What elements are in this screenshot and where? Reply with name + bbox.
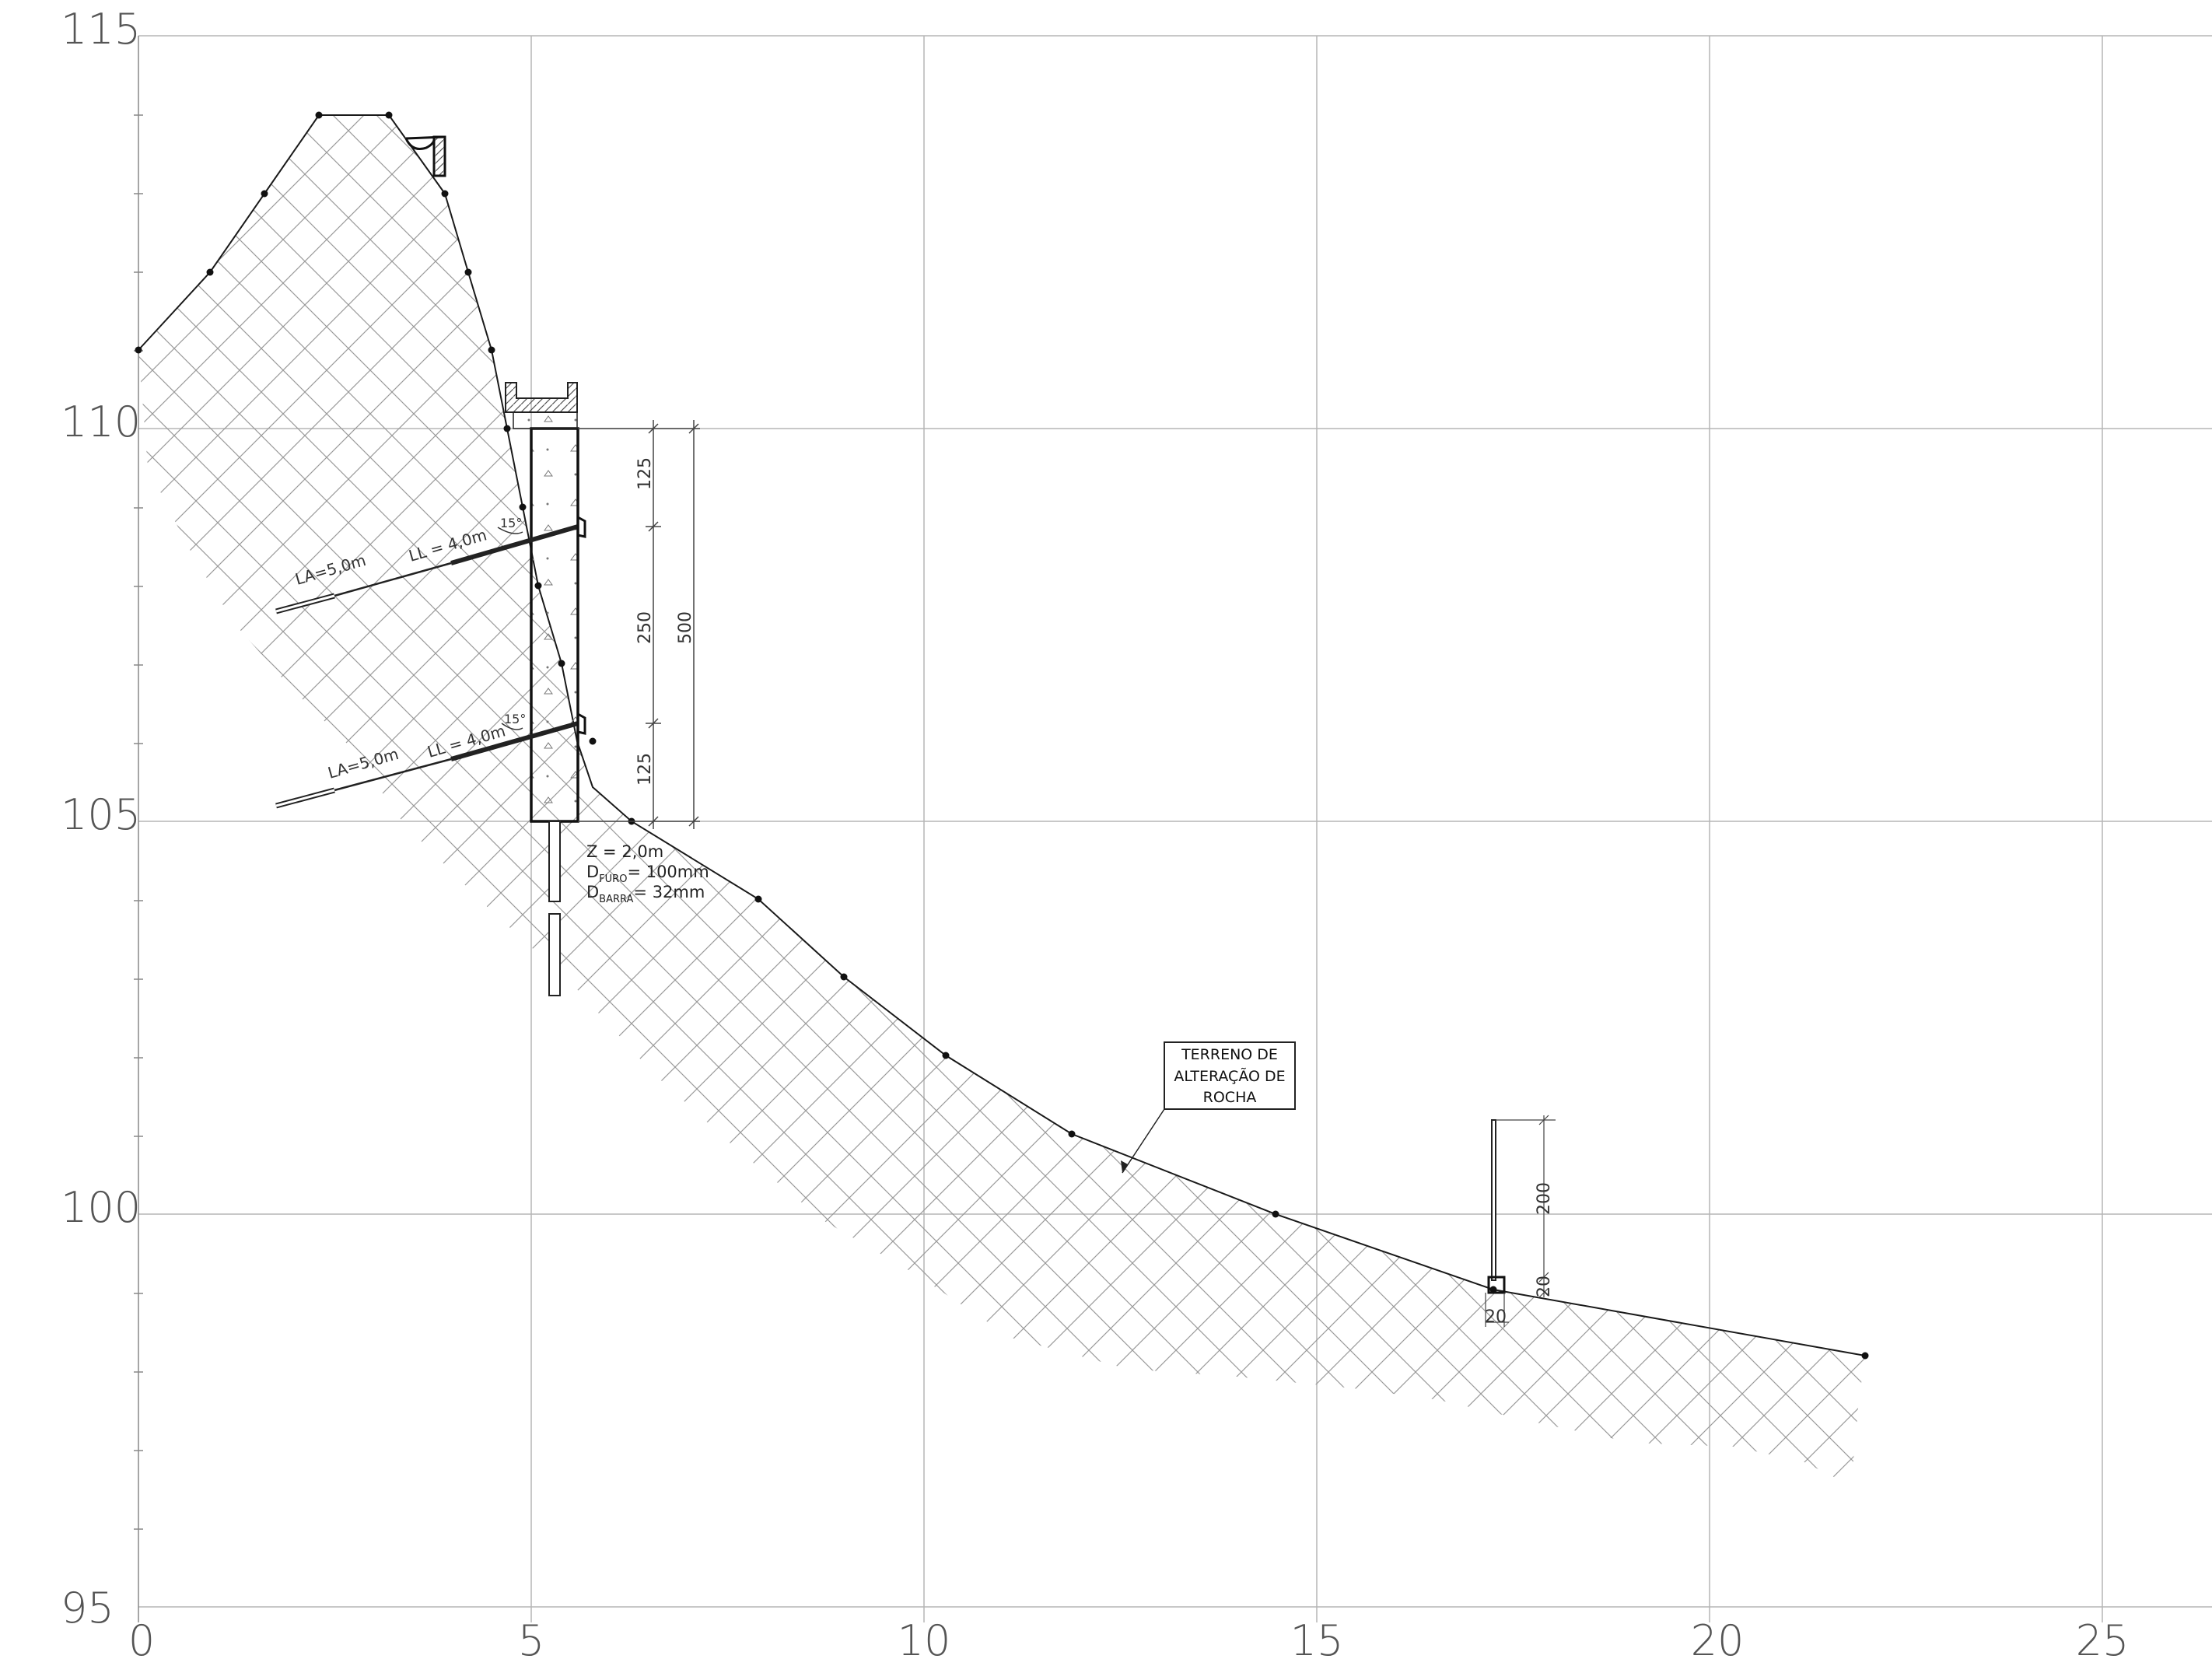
minor-ticks [134, 114, 143, 1530]
drill-diameter-note: DFURO= 100mm [586, 863, 709, 885]
y-axis-labels: 115 110 105 100 95 [61, 5, 141, 1633]
dimension-label: 125 [635, 457, 655, 490]
callout-line: ALTERAÇÃO DE [1174, 1067, 1285, 1085]
x-tick-label: 15 [1290, 1616, 1344, 1659]
toe-drain: 200 20 20 [1485, 1115, 1556, 1327]
anchor-angle-label: 15° [504, 712, 526, 726]
retaining-wall [513, 411, 579, 823]
dimension-label: 500 [676, 611, 695, 644]
ground-anchor-upper [275, 515, 586, 614]
ground-anchor-lower [275, 712, 586, 809]
wall-dimension-lines [578, 420, 700, 829]
anchor-angle-label: 15° [500, 516, 522, 530]
soil-callout: TERRENO DE ALTERAÇÃO DE ROCHA [1121, 1041, 1296, 1174]
pile-length-note: Z = 2,0m [586, 842, 663, 861]
drain-base-height-label: 20 [1535, 1276, 1554, 1297]
dimension-label: 125 [635, 753, 655, 786]
micropile [548, 821, 561, 996]
wall-cap [505, 382, 578, 413]
dimension-label: 250 [635, 611, 655, 644]
drain-height-label: 200 [1535, 1182, 1554, 1215]
x-tick-label: 10 [898, 1616, 951, 1659]
y-tick-label: 95 [61, 1584, 114, 1633]
bar-diameter-note: DBARRA= 32mm [586, 883, 705, 905]
top-gutter [404, 135, 446, 177]
x-tick-label: 20 [1691, 1616, 1745, 1659]
y-tick-label: 115 [61, 5, 141, 54]
x-tick-label: 25 [2076, 1616, 2130, 1659]
drain-base-width-label: 20 [1485, 1307, 1507, 1327]
wall-dimension-labels: 125 250 125 500 [635, 457, 695, 786]
x-tick-label: 0 [128, 1616, 155, 1659]
y-tick-label: 100 [61, 1183, 141, 1232]
pile-notes: Z = 2,0m DFURO= 100mm DBARRA= 32mm [586, 842, 709, 905]
x-tick-label: 5 [518, 1616, 544, 1659]
x-axis-labels: 0 5 10 15 20 25 [128, 1616, 2130, 1659]
callout-line: TERRENO DE [1181, 1046, 1278, 1063]
callout-line: ROCHA [1203, 1089, 1257, 1106]
y-tick-label: 105 [61, 790, 141, 839]
soil-hatch [138, 115, 1865, 1486]
y-tick-label: 110 [61, 397, 141, 446]
